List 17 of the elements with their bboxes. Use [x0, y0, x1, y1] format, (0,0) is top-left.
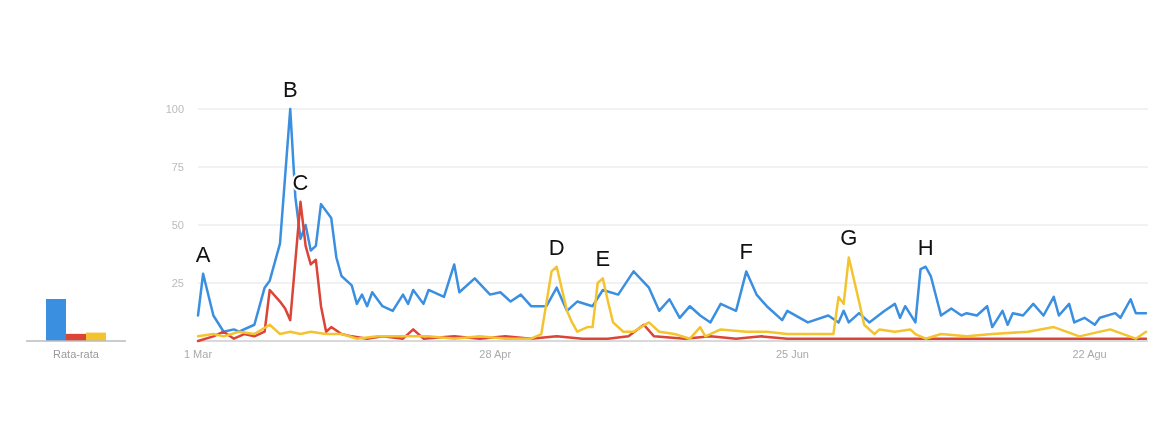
annotation: H [917, 234, 934, 260]
y-tick-label: 25 [171, 277, 184, 289]
x-tick-label: Rata-rata [53, 348, 100, 360]
y-tick-label: 75 [171, 161, 184, 173]
x-tick-label: 25 Jun [775, 348, 809, 360]
annotation: B [282, 77, 298, 102]
x-tick-label: 28 Apr [479, 348, 512, 360]
x-tick-label: 22 Agu [1072, 348, 1107, 360]
annotation: A [195, 241, 211, 267]
annotation: E [595, 246, 611, 272]
annotation: G [840, 225, 858, 251]
annotation: F [739, 239, 754, 265]
line-series [196, 107, 1148, 333]
y-tick-label: 50 [171, 219, 184, 231]
x-tick-label: 1 Mar [183, 348, 213, 360]
y-tick-label: 100 [165, 103, 184, 115]
annotation: D [548, 234, 565, 260]
